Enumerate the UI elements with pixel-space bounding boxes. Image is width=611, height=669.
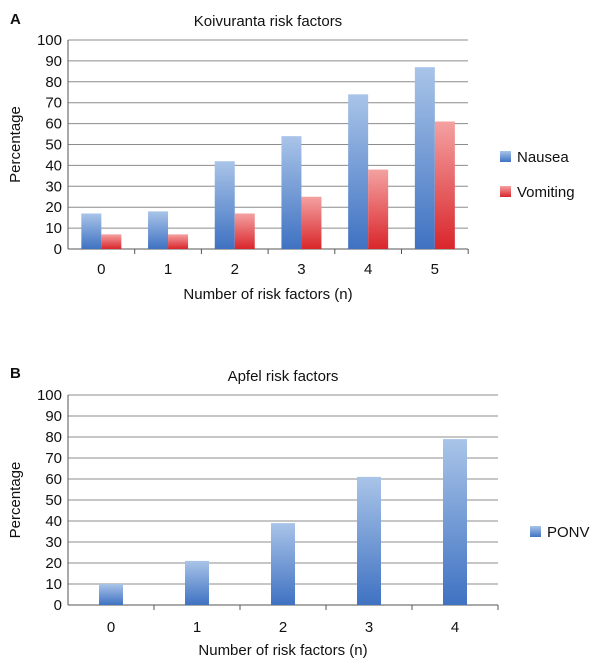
y-tick-label: 10 — [45, 220, 62, 237]
y-tick-label: 0 — [54, 241, 62, 258]
y-axis-label: Percentage — [7, 462, 24, 539]
chart-title: Koivuranta risk factors — [194, 13, 342, 30]
y-tick-label: 60 — [45, 471, 62, 488]
bar-vomiting-5 — [434, 121, 455, 249]
legend-swatch-vomiting — [500, 186, 511, 197]
x-tick-label: 2 — [279, 619, 287, 636]
bar-vomiting-3 — [301, 196, 322, 249]
y-axis-label: Percentage — [7, 106, 24, 183]
legend-label-vomiting: Vomiting — [517, 184, 575, 201]
y-tick-label: 20 — [45, 555, 62, 572]
bar-nausea-3 — [281, 136, 302, 249]
x-tick-label: 1 — [164, 261, 172, 278]
bar-vomiting-2 — [234, 213, 255, 249]
bar-nausea-4 — [348, 94, 369, 249]
legend-label-nausea: Nausea — [517, 149, 569, 166]
bar-vomiting-0 — [101, 234, 122, 249]
y-tick-label: 50 — [45, 137, 62, 154]
bar-nausea-2 — [214, 161, 235, 249]
chart-title: Apfel risk factors — [228, 368, 339, 385]
y-tick-label: 80 — [45, 74, 62, 91]
x-tick-label: 0 — [97, 261, 105, 278]
x-tick-label: 4 — [364, 261, 372, 278]
bar-ponv-3 — [357, 476, 381, 605]
legend-label-ponv: PONV — [547, 524, 590, 541]
y-tick-label: 100 — [37, 387, 62, 404]
y-tick-label: 20 — [45, 199, 62, 216]
bar-ponv-1 — [185, 560, 209, 605]
bar-nausea-0 — [81, 213, 102, 249]
y-tick-label: 100 — [37, 32, 62, 49]
x-axis-label: Number of risk factors (n) — [183, 286, 352, 303]
y-tick-label: 10 — [45, 576, 62, 593]
y-tick-label: 30 — [45, 534, 62, 551]
y-tick-label: 60 — [45, 116, 62, 133]
y-tick-label: 90 — [45, 408, 62, 425]
y-tick-label: 0 — [54, 597, 62, 614]
y-tick-label: 80 — [45, 429, 62, 446]
x-tick-label: 2 — [231, 261, 239, 278]
y-tick-label: 70 — [45, 95, 62, 112]
panel-label: B — [10, 365, 21, 382]
y-tick-label: 30 — [45, 178, 62, 195]
bar-vomiting-1 — [168, 234, 189, 249]
bar-ponv-0 — [99, 584, 123, 605]
x-tick-label: 0 — [107, 619, 115, 636]
x-tick-label: 3 — [297, 261, 305, 278]
legend-swatch-nausea — [500, 151, 511, 162]
y-tick-label: 50 — [45, 492, 62, 509]
x-tick-label: 5 — [431, 261, 439, 278]
x-tick-label: 1 — [193, 619, 201, 636]
y-tick-label: 70 — [45, 450, 62, 467]
x-tick-label: 4 — [451, 619, 459, 636]
y-tick-label: 40 — [45, 157, 62, 174]
bar-nausea-1 — [148, 211, 169, 249]
legend-swatch-ponv — [530, 526, 541, 537]
bar-vomiting-4 — [368, 169, 389, 249]
panel-label: A — [10, 11, 21, 28]
y-tick-label: 40 — [45, 513, 62, 530]
bar-nausea-5 — [414, 67, 435, 249]
x-axis-label: Number of risk factors (n) — [198, 642, 367, 659]
bar-ponv-2 — [271, 523, 295, 605]
x-tick-label: 3 — [365, 619, 373, 636]
y-tick-label: 90 — [45, 53, 62, 70]
bar-ponv-4 — [443, 439, 467, 605]
